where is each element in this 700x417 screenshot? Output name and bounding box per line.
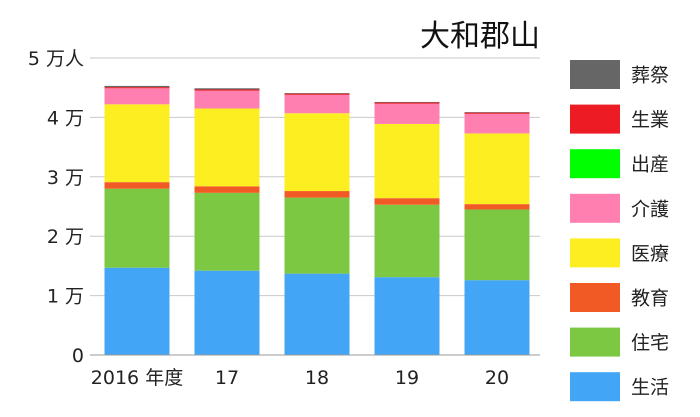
chart-title: 大和郡山 [420, 19, 540, 54]
bar-segment [464, 112, 530, 113]
bar-segment [194, 186, 260, 193]
bar-segment [464, 113, 530, 134]
legend-label: 生活 [631, 377, 669, 399]
bar-segment [194, 88, 260, 90]
x-tick-label: 20 [485, 367, 509, 389]
x-axis-ticks: 2016 年度 17 18 19 20 [91, 367, 509, 389]
bar-segment [374, 123, 440, 199]
legend-label: 出産 [631, 154, 669, 176]
bar-segment [284, 94, 350, 114]
y-tick-label: 3 万 [47, 167, 84, 189]
bar-segment [464, 209, 530, 281]
legend-swatch [570, 327, 620, 357]
y-axis-ticks: 0 1 万 2 万 3 万 4 万 5 万人 [28, 48, 84, 367]
bar-segment [104, 188, 170, 268]
bar-segment [104, 182, 170, 189]
y-tick-label: 2 万 [47, 226, 84, 248]
bar-segment [194, 270, 260, 355]
bar-segment [284, 273, 350, 355]
y-tick-label: 4 万 [47, 107, 84, 129]
bar-segment [374, 102, 440, 104]
bar-segment [194, 89, 260, 91]
bar-segment [464, 204, 530, 210]
legend-label: 生業 [631, 109, 669, 131]
y-tick-label: 1 万 [47, 286, 84, 308]
legend-swatch [570, 104, 620, 134]
legend-label: 葬祭 [631, 65, 669, 87]
bar-segment [374, 277, 440, 355]
bar-segment [104, 85, 170, 88]
x-tick-label: 2016 年度 [91, 367, 183, 389]
bar-segment [374, 101, 440, 103]
bar-segment [194, 192, 260, 271]
legend-label: 医療 [631, 243, 669, 265]
x-tick-label: 18 [305, 367, 329, 389]
bar-segment [104, 88, 170, 105]
bar-segment [284, 191, 350, 198]
legend-swatch [570, 193, 620, 223]
legend-label: 介護 [631, 198, 669, 220]
bar-segment [284, 113, 350, 192]
bar-segment [374, 103, 440, 124]
x-tick-label: 17 [215, 367, 239, 389]
x-tick-label: 19 [395, 367, 419, 389]
bar-segment [104, 87, 170, 89]
legend-swatch [570, 372, 620, 402]
legend-label: 教育 [631, 288, 669, 310]
bar-segment [104, 267, 170, 355]
legend-swatch [570, 238, 620, 268]
bar-segment [284, 93, 350, 94]
legend-label: 住宅 [631, 332, 669, 354]
legend-swatch [570, 149, 620, 179]
bar-segment [374, 204, 440, 278]
bar-segment [374, 198, 440, 205]
bar-segment [464, 112, 530, 114]
legend-swatch [570, 283, 620, 312]
bar-segment [464, 280, 530, 355]
bar-segment [284, 197, 350, 274]
bar-segment [194, 90, 260, 109]
bar-segment [194, 108, 260, 187]
bar-segment [464, 133, 530, 205]
y-tick-label: 0 [72, 345, 84, 367]
y-tick-label: 5 万人 [28, 48, 84, 70]
legend-swatch [570, 60, 620, 89]
bar-segment [284, 93, 350, 95]
bars [90, 85, 540, 356]
bar-segment [104, 104, 170, 183]
